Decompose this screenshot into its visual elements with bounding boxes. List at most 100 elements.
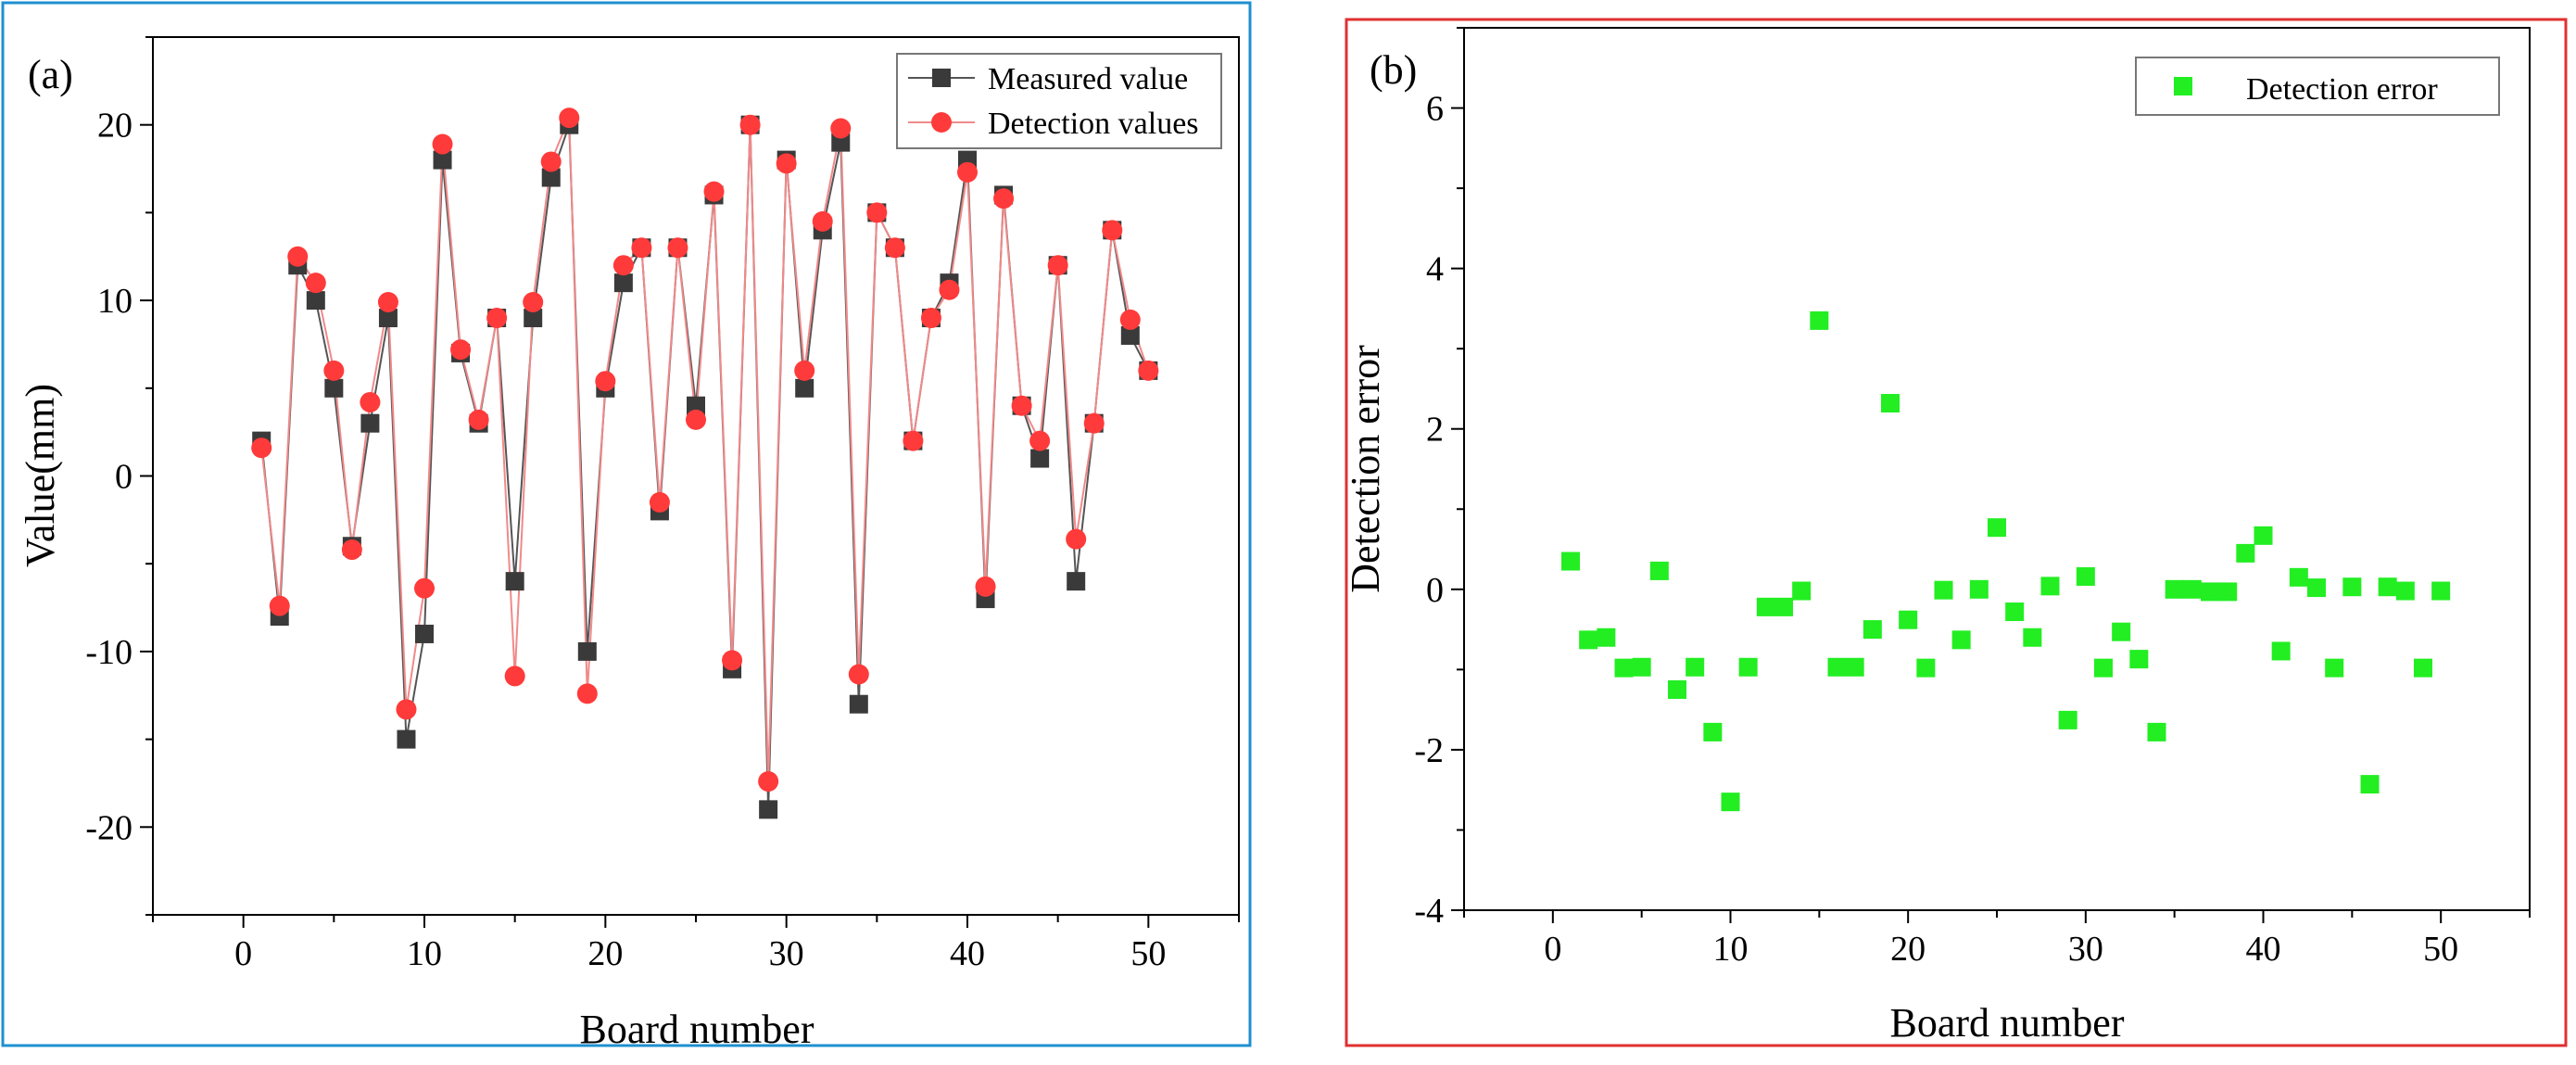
legend-error-label: Detection error [2246,72,2438,107]
panel-a-ticks: 0 10 20 30 40 50 -20 -10 0 10 20 [85,36,1240,973]
point-detection-values [739,114,761,135]
point-measured-value [524,309,543,328]
panel-a-label: (a) [28,52,73,97]
point-detection-values [612,255,634,276]
point-detection-values [377,291,398,312]
point-detection-error [2023,628,2042,647]
point-detection-values [468,409,489,430]
point-measured-value [541,168,561,187]
point-detection-error [2218,582,2238,602]
panel-b-xtick-label: 20 [1890,930,1926,969]
point-detection-error [2165,579,2184,599]
point-detection-values [595,371,616,392]
point-detection-values [341,539,362,561]
point-detection-error [2147,722,2166,742]
point-detection-error [1703,722,1723,742]
panel-b: (b) 0 10 20 30 40 50 -4 -2 0 2 4 6 Board number Det… [1343,18,2568,1047]
panel-b-ytick-label: 0 [1426,571,1444,610]
point-detection-error [1899,610,1918,629]
panel-b-border [1345,18,2568,1047]
point-detection-error [1863,620,1882,640]
point-measured-value [831,133,851,152]
point-measured-value [849,694,868,714]
point-detection-error [2112,622,2131,641]
point-detection-error [2325,658,2344,678]
panel-b-ytick-label: 6 [1426,90,1444,129]
point-detection-error [2360,775,2380,794]
point-detection-values [975,576,996,597]
point-detection-error [2395,581,2415,601]
series-line-detection-values [260,117,1150,782]
point-detection-error [1721,792,1740,812]
panel-a-legend-box [896,53,1222,149]
panel-b-legend-box [2135,57,2500,116]
point-detection-error [1951,630,1971,650]
point-detection-error [1881,394,1900,413]
point-detection-values [251,437,272,459]
point-measured-value [1030,449,1050,468]
point-detection-values [848,664,869,685]
point-measured-value [759,800,778,819]
point-detection-values [269,595,290,616]
point-detection-values [559,108,580,129]
point-detection-values [1066,528,1087,550]
panel-a-ytick-label: 20 [97,107,133,146]
point-detection-values [504,666,525,687]
point-measured-value [1067,572,1086,591]
point-detection-values [776,153,797,174]
point-detection-values [414,577,435,599]
point-measured-value [795,378,814,398]
panel-a-ytick-label: -20 [85,808,133,847]
point-detection-error [2414,658,2432,678]
panel-b-xtick-label: 0 [1544,930,1561,969]
panel-b-xlabel: Board number [1890,1000,2125,1046]
point-detection-values [1047,255,1068,276]
point-detection-error [1686,657,1705,677]
point-detection-values [1138,360,1159,381]
legend-measured-label: Measured value [988,62,1188,96]
point-detection-error [1934,580,1953,600]
point-detection-error [2094,658,2113,678]
panel-a-xtick-label: 30 [769,934,804,973]
point-detection-error [1792,581,1812,601]
panel-b-legend: Detection error [2135,57,2500,116]
point-detection-values [884,237,905,259]
point-detection-values [576,683,598,704]
point-detection-values [360,391,381,412]
point-detection-values [830,118,852,139]
point-measured-value [687,396,705,415]
panel-a-border [1,1,1252,1047]
point-detection-error [1738,657,1758,677]
panel-a-xtick-label: 50 [1130,934,1166,973]
panel-b-ytick-label: -4 [1414,892,1444,931]
point-measured-value [433,150,452,170]
panel-b-ticks: 0 10 20 30 40 50 -4 -2 0 2 4 6 [1414,27,2531,969]
point-detection-error [2378,577,2397,597]
point-detection-error [1827,657,1847,677]
point-measured-value [360,413,380,433]
legend-detection-label: Detection values [988,107,1199,141]
point-detection-values [686,409,706,430]
point-measured-value [378,309,398,328]
point-detection-values [450,339,472,361]
panel-a-ytick-label: -10 [85,633,133,672]
panel-a-xtick-label: 40 [950,934,985,973]
point-detection-values [920,308,941,329]
point-measured-value [397,729,416,749]
point-detection-error [2254,526,2273,545]
point-detection-error [2289,567,2308,587]
panel-a-xlabel: Board number [580,1007,814,1052]
point-detection-values [722,650,743,671]
point-detection-error [1810,311,1829,330]
point-detection-values [523,291,544,312]
point-detection-error [1579,630,1598,650]
point-detection-values [794,360,815,381]
point-detection-error [1561,552,1580,571]
point-detection-values [812,210,833,232]
panel-b-ytick-label: 2 [1426,411,1444,450]
series-line-measured-value [260,124,1150,810]
point-detection-values [396,699,417,720]
point-detection-values [323,360,345,381]
panel-b-xtick-label: 10 [1713,930,1749,969]
